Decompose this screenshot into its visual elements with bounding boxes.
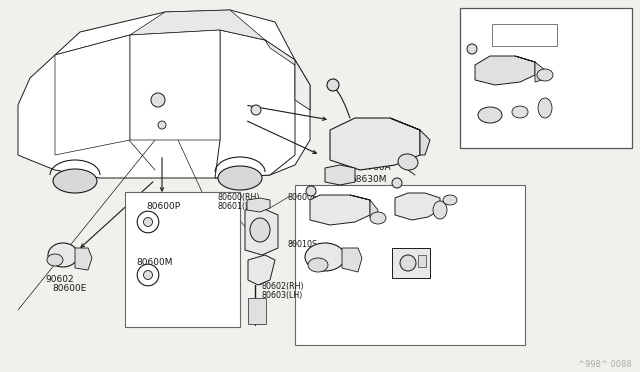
Text: 80600E: 80600E (287, 193, 317, 202)
Polygon shape (395, 193, 440, 220)
Bar (125, 192, 240, 327)
Polygon shape (390, 118, 430, 155)
Circle shape (306, 186, 316, 196)
Ellipse shape (478, 107, 502, 123)
Text: 80601(LH): 80601(LH) (218, 202, 259, 211)
Circle shape (467, 44, 477, 54)
Polygon shape (330, 118, 420, 170)
Circle shape (137, 211, 159, 233)
Text: ^998^ 0088: ^998^ 0088 (578, 360, 632, 369)
Ellipse shape (443, 195, 457, 205)
Bar (460, 8, 632, 148)
Text: 80600P: 80600P (146, 202, 180, 211)
Text: 68630M: 68630M (350, 175, 387, 184)
Text: 48700: 48700 (394, 147, 422, 156)
Polygon shape (475, 56, 535, 85)
Text: 90602: 90602 (45, 275, 74, 284)
Text: 48700A: 48700A (357, 163, 392, 172)
Polygon shape (265, 40, 310, 85)
Circle shape (137, 264, 159, 286)
Circle shape (400, 255, 416, 271)
Polygon shape (342, 248, 362, 272)
Polygon shape (515, 56, 545, 82)
Text: 80010S: 80010S (287, 240, 317, 249)
Ellipse shape (398, 154, 418, 170)
Circle shape (251, 105, 261, 115)
Ellipse shape (53, 169, 97, 193)
Ellipse shape (538, 98, 552, 118)
Polygon shape (215, 30, 295, 178)
Ellipse shape (370, 212, 386, 224)
Polygon shape (295, 60, 310, 110)
Polygon shape (130, 10, 265, 40)
Polygon shape (18, 30, 310, 178)
Ellipse shape (48, 243, 78, 267)
Ellipse shape (308, 258, 328, 272)
Text: 80600M: 80600M (136, 258, 173, 267)
Ellipse shape (250, 218, 270, 242)
Polygon shape (130, 30, 220, 140)
Polygon shape (310, 195, 370, 225)
Circle shape (392, 178, 402, 188)
Ellipse shape (305, 243, 345, 271)
Text: 80602(RH): 80602(RH) (262, 282, 305, 291)
Text: 80600(RH): 80600(RH) (218, 193, 260, 202)
Text: AT[0889-  ]: AT[0889- ] (468, 22, 518, 31)
Bar (295, 185, 525, 345)
Polygon shape (245, 208, 278, 255)
Polygon shape (325, 165, 355, 185)
Ellipse shape (537, 69, 553, 81)
Bar (248, 298, 266, 324)
Ellipse shape (218, 166, 262, 190)
Circle shape (143, 270, 152, 279)
Polygon shape (55, 35, 130, 155)
Circle shape (151, 93, 165, 107)
Bar (492, 24, 557, 46)
Circle shape (158, 121, 166, 129)
Polygon shape (248, 255, 275, 285)
Ellipse shape (512, 106, 528, 118)
Polygon shape (55, 10, 295, 60)
Bar (418, 255, 426, 267)
Ellipse shape (47, 254, 63, 266)
Polygon shape (350, 195, 378, 220)
Text: 48700: 48700 (498, 36, 527, 45)
Polygon shape (75, 248, 92, 270)
Text: 80603(LH): 80603(LH) (262, 291, 303, 300)
Polygon shape (392, 248, 430, 278)
Circle shape (143, 218, 152, 227)
Circle shape (327, 79, 339, 91)
Ellipse shape (433, 201, 447, 219)
Text: 80600E: 80600E (52, 284, 86, 293)
Polygon shape (247, 198, 270, 212)
Text: 48703: 48703 (476, 51, 504, 60)
